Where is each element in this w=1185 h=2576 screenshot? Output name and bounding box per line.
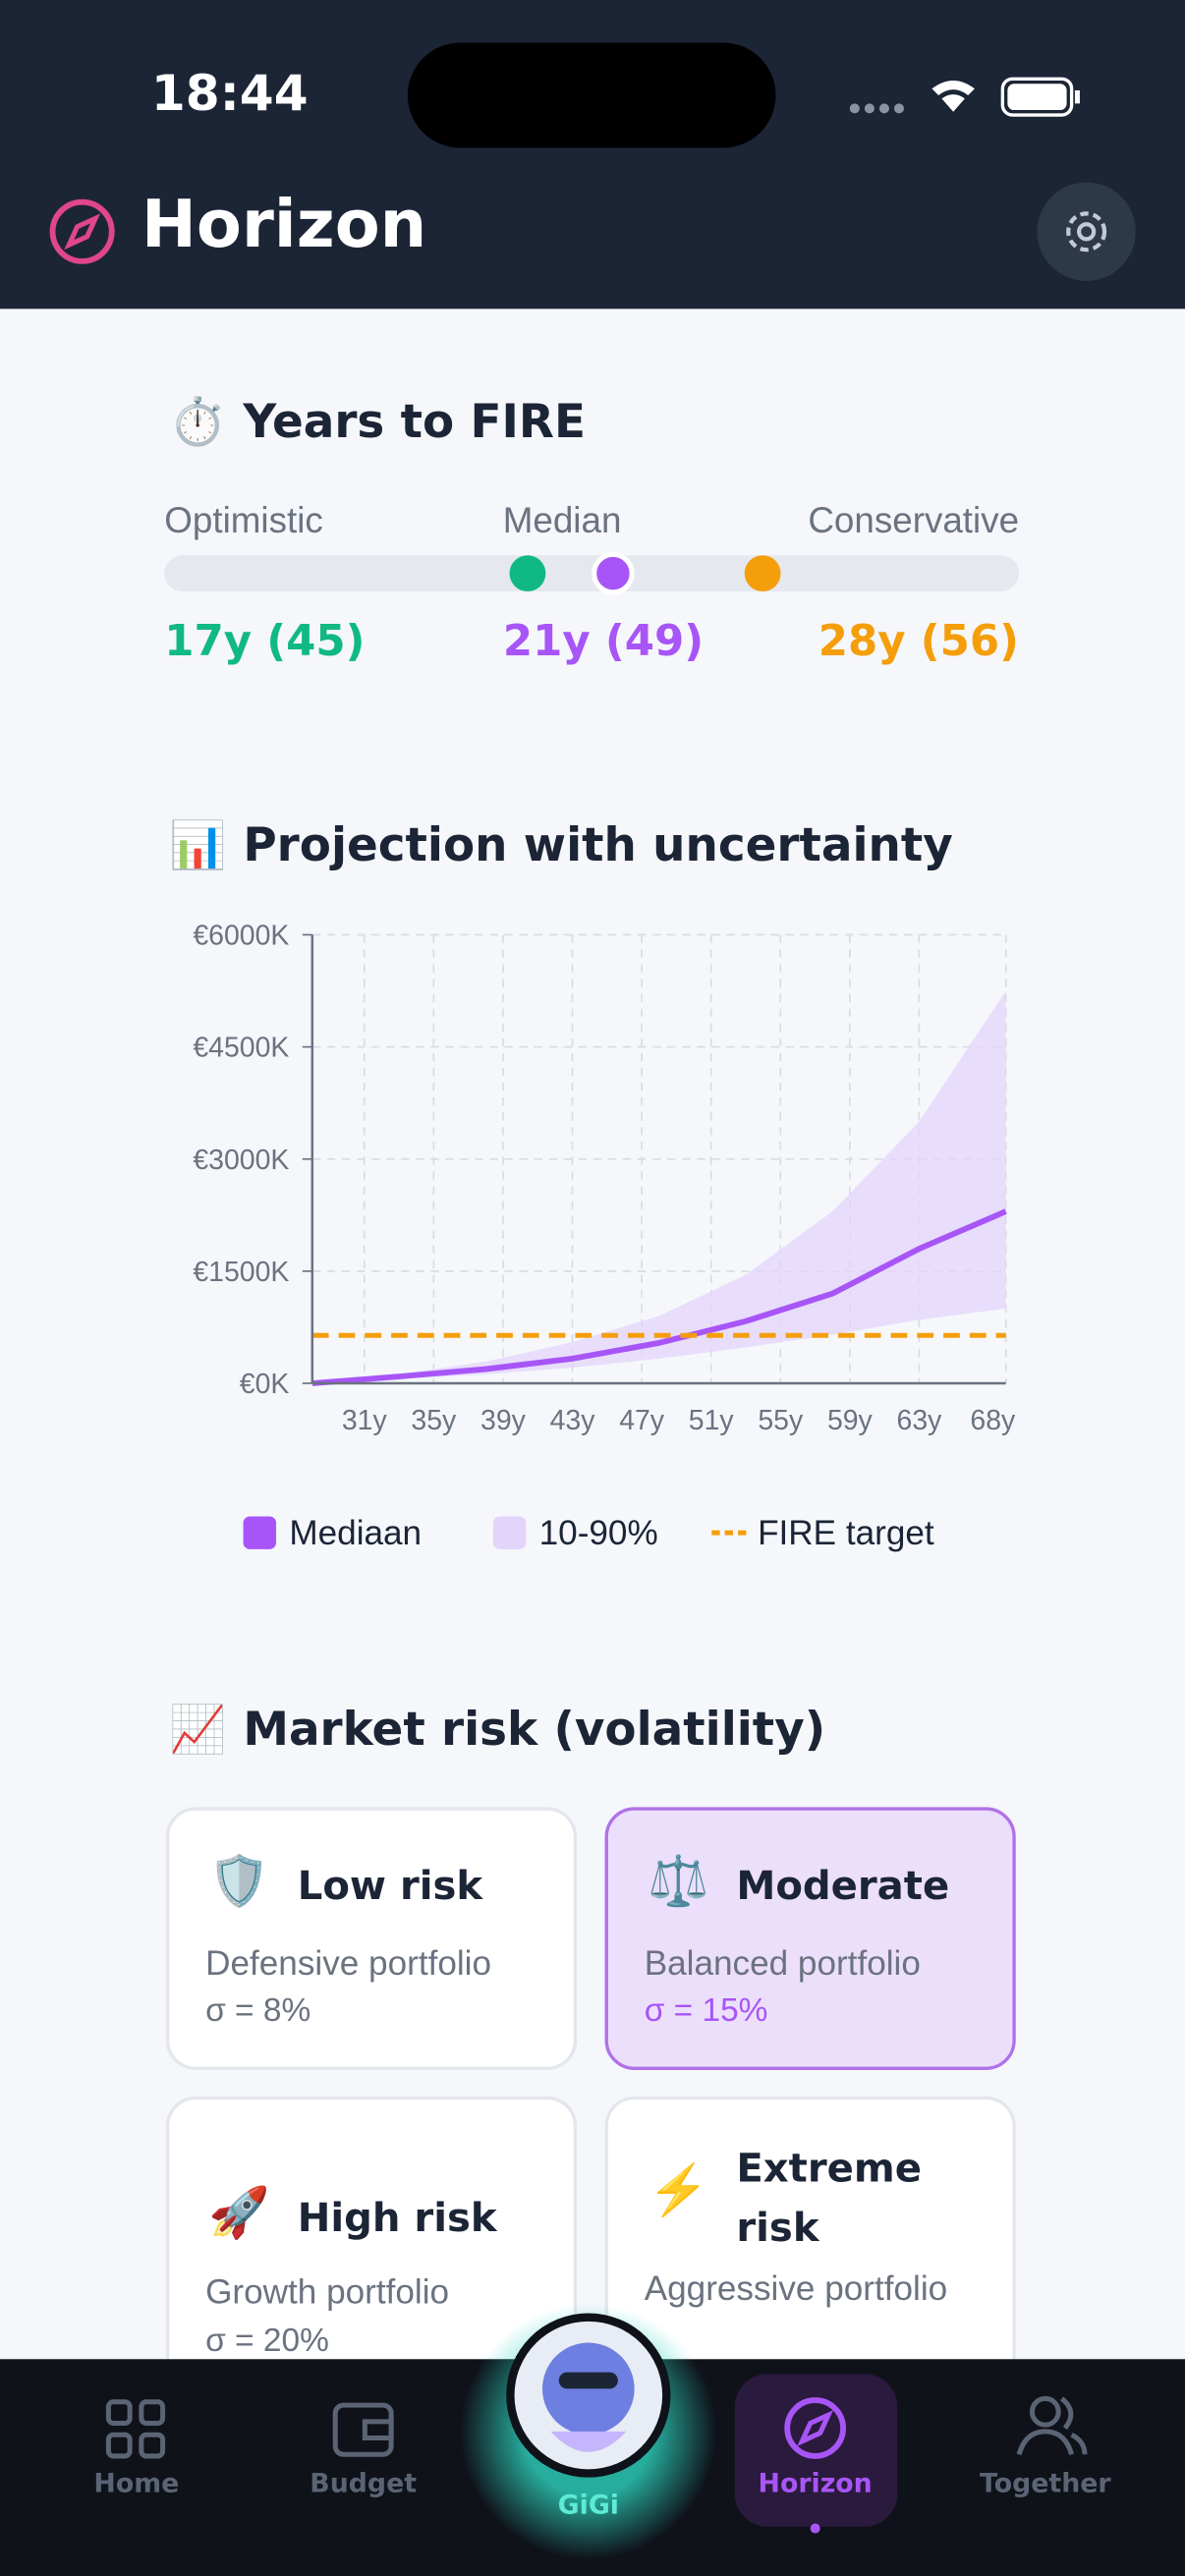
scenario-name: Median xyxy=(502,499,622,541)
x-tick-label: 63y xyxy=(897,1405,943,1436)
scenario-value: 28y (56) xyxy=(818,617,1020,667)
card-title: Low risk xyxy=(297,1863,483,1910)
status-icons xyxy=(849,77,1080,117)
status-time: 18:44 xyxy=(150,65,309,124)
x-tick-label: 35y xyxy=(411,1405,457,1436)
nav-item[interactable]: Budget xyxy=(310,2467,418,2499)
card-subtitle: Balanced portfolio xyxy=(644,1944,921,1984)
app-title: Horizon xyxy=(141,187,427,263)
scenario-dot xyxy=(592,551,635,595)
y-tick-label: €0K xyxy=(240,1369,290,1400)
section-title: ⏱️ Years to FIRE xyxy=(169,394,586,449)
card-sigma: σ = 20% xyxy=(205,2323,329,2360)
x-tick-label: 59y xyxy=(827,1405,874,1436)
logo-icon xyxy=(49,198,115,264)
card-title: Moderate xyxy=(736,1863,950,1910)
section-title: 📈 Market risk (volatility) xyxy=(169,1702,826,1757)
scenario-value: 17y (45) xyxy=(164,617,366,667)
y-tick-label: €1500K xyxy=(193,1257,289,1288)
x-tick-label: 43y xyxy=(550,1405,596,1436)
y-tick-label: €4500K xyxy=(193,1033,289,1064)
nav-icons xyxy=(105,2303,1088,2560)
x-tick-label: 31y xyxy=(342,1405,388,1436)
card-subtitle: Defensive portfolio xyxy=(205,1944,492,1984)
x-tick-label: 55y xyxy=(758,1405,804,1436)
risk-card-selected[interactable]: ⚖️ Moderate Balanced portfolio σ = 15% xyxy=(604,1807,1016,2070)
x-tick-label: 68y xyxy=(970,1405,1016,1436)
card-title: Extreme risk xyxy=(736,2145,922,2251)
legend-label: FIRE target xyxy=(758,1514,934,1552)
legend-label: 10-90% xyxy=(539,1514,658,1552)
nav-item[interactable]: Home xyxy=(93,2467,180,2499)
scenario-dot xyxy=(509,555,546,591)
section-title: 📊 Projection with uncertainty xyxy=(169,817,953,872)
nav-item-active[interactable]: Horizon xyxy=(758,2467,873,2499)
dynamic-island xyxy=(407,42,776,148)
card-sigma: σ = 8% xyxy=(205,1992,311,2030)
y-tick-label: €6000K xyxy=(193,921,289,952)
fire-track xyxy=(164,555,1020,591)
card-subtitle: Growth portfolio xyxy=(205,2273,450,2312)
nav-item[interactable]: Together xyxy=(980,2467,1111,2499)
scenario-name: Optimistic xyxy=(164,499,323,541)
uncertainty-band xyxy=(311,990,1006,1383)
risk-card[interactable]: 🛡️ Low risk Defensive portfolio σ = 8% xyxy=(165,1807,578,2070)
median-line xyxy=(311,1208,1007,1386)
settings-button[interactable] xyxy=(1037,182,1136,281)
nav-item[interactable]: GiGi xyxy=(557,2489,619,2521)
card-subtitle: Aggressive portfolio xyxy=(644,2269,948,2309)
card-title: High risk xyxy=(297,2195,497,2241)
x-tick-label: 47y xyxy=(619,1405,665,1436)
x-tick-label: 39y xyxy=(480,1405,527,1436)
scenario-name: Conservative xyxy=(808,499,1020,541)
chart: €0K €1500K €3000K €4500K €6000K 31y 35y 39y 43y 4… xyxy=(193,921,1016,1552)
card-icon: 🚀 xyxy=(208,2186,270,2241)
y-tick-label: €3000K xyxy=(193,1145,289,1176)
legend-swatch xyxy=(243,1516,277,1549)
legend-label: Mediaan xyxy=(289,1514,422,1552)
scenario-value: 21y (49) xyxy=(502,617,705,667)
card-icon: ⚖️ xyxy=(648,1854,709,1910)
legend-swatch xyxy=(492,1516,527,1549)
card-sigma: σ = 15% xyxy=(644,1992,768,2030)
x-tick-label: 51y xyxy=(689,1405,735,1436)
scenario-dot xyxy=(744,555,781,591)
card-icon: 🛡️ xyxy=(208,1854,270,1910)
card-icon: ⚡ xyxy=(648,2163,709,2218)
